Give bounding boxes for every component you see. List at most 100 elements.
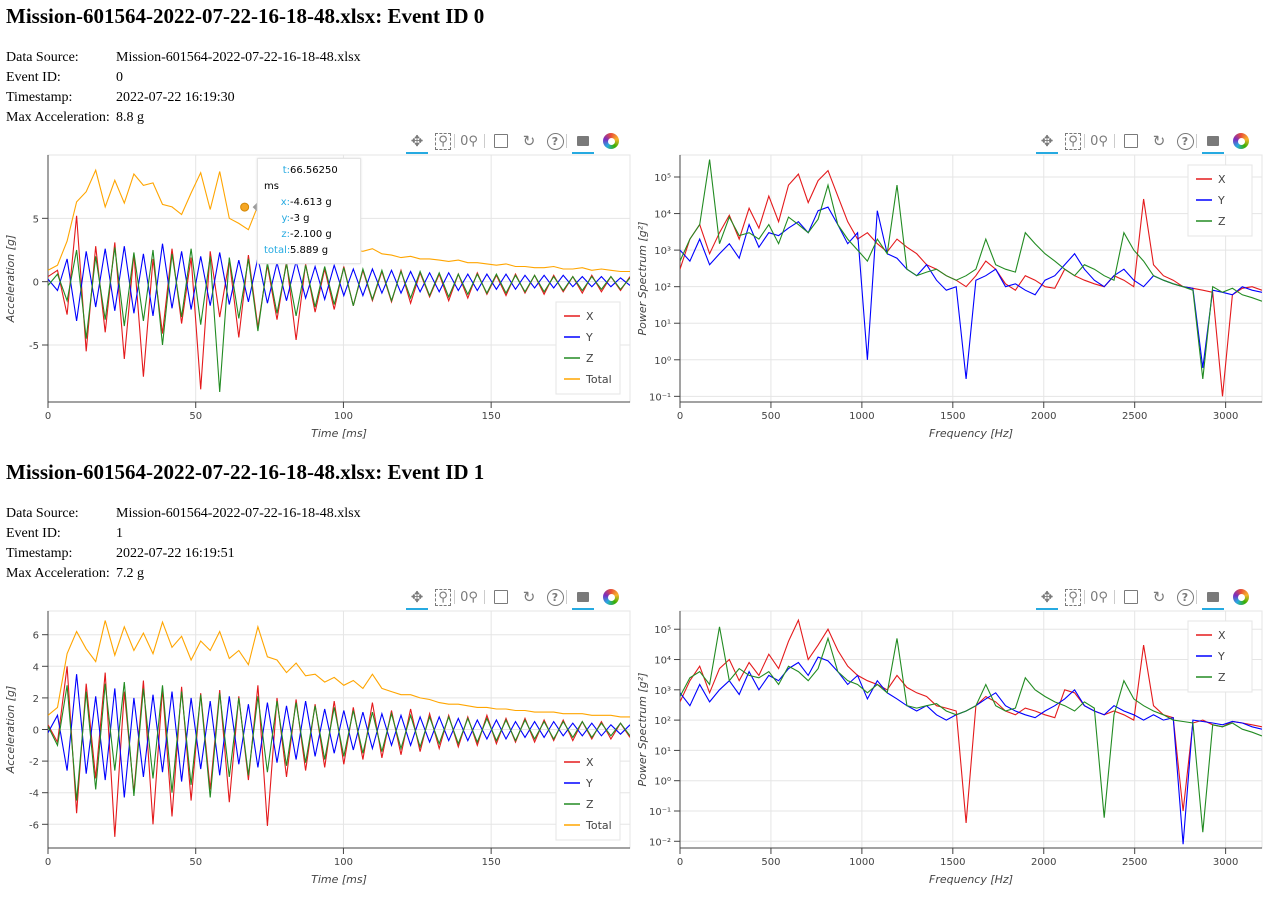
legend-label: Total: [585, 373, 612, 386]
y-tick-label: 10⁰: [654, 777, 671, 788]
toolbar-separator: [1114, 590, 1115, 604]
meta-value: 2022-07-22 16:19:51: [116, 546, 235, 561]
power-spectrum-chart[interactable]: 0 500 1000 1500 2000 2500 3000 10⁻² 10⁻¹ 10⁰ 10¹ 10…: [632, 606, 1272, 896]
x-tick-label: 50: [189, 857, 202, 868]
hover-icon[interactable]: [572, 130, 594, 154]
y-axis-label: Acceleration [g]: [4, 686, 17, 775]
toolbar-separator: [566, 590, 567, 604]
toolbar-separator: [484, 590, 485, 604]
legend-label: Z: [1218, 215, 1226, 228]
hover-icon[interactable]: [1202, 586, 1224, 610]
legend-label: Y: [585, 777, 593, 790]
x-tick-label: 2000: [1031, 411, 1056, 422]
wheel-zoom-icon[interactable]: 0⚲: [460, 133, 478, 149]
series-group: [48, 620, 630, 837]
y-tick-label: 10¹: [654, 746, 671, 757]
toolbar-separator: [454, 590, 455, 604]
toolbar-separator: [1114, 134, 1115, 148]
pan-icon[interactable]: ✥: [1036, 586, 1058, 610]
toolbar-separator: [1196, 134, 1197, 148]
meta-value: 0: [116, 70, 123, 85]
toolbar-separator: [566, 134, 567, 148]
meta-label: Timestamp:: [6, 90, 73, 105]
y-tick-label: 10⁻¹: [649, 807, 671, 818]
save-icon[interactable]: [490, 130, 512, 152]
wheel-zoom-icon[interactable]: 0⚲: [460, 589, 478, 605]
toolbar-separator: [484, 134, 485, 148]
hover-marker: [240, 202, 250, 212]
meta-label: Max Acceleration:: [6, 110, 110, 125]
hover-icon[interactable]: [572, 586, 594, 610]
event-metadata: Data Source: Mission-601564-2022-07-22-16…: [6, 48, 361, 128]
help-icon[interactable]: ?: [544, 130, 566, 152]
plot-area: [679, 610, 1263, 849]
plot-toolbar: ✥ ⚲ 0⚲ ↻?: [406, 130, 626, 154]
wheel-zoom-icon[interactable]: 0⚲: [1090, 133, 1108, 149]
legend-label: Y: [585, 331, 593, 344]
tooltip-value: -3 g: [290, 213, 310, 224]
series-line-z: [680, 159, 1262, 379]
plot-area: [679, 154, 1263, 403]
legend-label: X: [586, 756, 594, 769]
time-series-chart[interactable]: 0 50 100 150 -5 0 5 Time [ms] Acceleration [g] XY…: [0, 150, 640, 450]
x-tick-label: 500: [761, 857, 780, 868]
help-icon[interactable]: ?: [1174, 130, 1196, 152]
y-tick-label: 6: [33, 631, 39, 642]
x-tick-label: 100: [334, 411, 353, 422]
pan-icon[interactable]: ✥: [1036, 130, 1058, 154]
box-zoom-icon[interactable]: ⚲: [1062, 586, 1084, 608]
meta-value: 8.8 g: [116, 110, 144, 125]
reset-icon[interactable]: ↻: [522, 132, 536, 150]
y-tick-label: 10¹: [654, 319, 671, 330]
bokeh-logo-icon[interactable]: [1230, 586, 1252, 608]
legend-label: Y: [1217, 194, 1225, 207]
x-tick-label: 1000: [849, 411, 874, 422]
event-title: Mission-601564-2022-07-22-16-18-48.xlsx:…: [6, 4, 485, 28]
y-axis-label: Power Spectrum [g²]: [636, 222, 649, 336]
meta-label: Data Source:: [6, 50, 79, 65]
pan-icon[interactable]: ✥: [406, 586, 428, 610]
wheel-zoom-icon[interactable]: 0⚲: [1090, 589, 1108, 605]
y-tick-label: 10⁴: [654, 210, 671, 221]
y-axis-label: Acceleration [g]: [4, 235, 17, 324]
hover-icon[interactable]: [1202, 130, 1224, 154]
box-zoom-icon[interactable]: ⚲: [1062, 130, 1084, 152]
box-zoom-icon[interactable]: ⚲: [432, 586, 454, 608]
y-tick-label: -4: [29, 789, 39, 800]
x-tick-label: 500: [761, 411, 780, 422]
bokeh-logo-icon[interactable]: [600, 586, 622, 608]
time-series-chart[interactable]: 0 50 100 150 -6 -4 -2 0 2 4 6 Time [ms] Acceleration…: [0, 606, 640, 896]
x-tick-label: 0: [45, 411, 51, 422]
help-icon[interactable]: ?: [1174, 586, 1196, 608]
series-line-z: [680, 626, 1262, 833]
plot-toolbar: ✥ ⚲ 0⚲ ↻?: [1036, 130, 1256, 154]
legend-label: Z: [586, 352, 594, 365]
reset-icon[interactable]: ↻: [1152, 588, 1166, 606]
legend-label: X: [586, 310, 594, 323]
save-icon[interactable]: [1120, 586, 1142, 608]
reset-icon[interactable]: ↻: [1152, 132, 1166, 150]
y-tick-label: 10⁵: [654, 173, 671, 184]
toolbar-separator: [454, 134, 455, 148]
save-icon[interactable]: [490, 586, 512, 608]
bokeh-logo-icon[interactable]: [1230, 130, 1252, 152]
y-tick-label: 10⁰: [654, 356, 671, 367]
bokeh-logo-icon[interactable]: [600, 130, 622, 152]
help-icon[interactable]: ?: [544, 586, 566, 608]
tooltip-key: total:: [264, 245, 291, 256]
box-zoom-icon[interactable]: ⚲: [432, 130, 454, 152]
reset-icon[interactable]: ↻: [522, 588, 536, 606]
power-spectrum-chart[interactable]: 0 500 1000 1500 2000 2500 3000 10⁻¹ 10⁰ 10¹ 10² 10³…: [632, 150, 1272, 450]
save-icon[interactable]: [1120, 130, 1142, 152]
meta-value: Mission-601564-2022-07-22-16-18-48.xlsx: [116, 50, 361, 65]
toolbar-separator: [1084, 134, 1085, 148]
x-axis-label: Time [ms]: [311, 873, 367, 886]
y-tick-label: 10²: [654, 716, 671, 727]
meta-value: 1: [116, 526, 123, 541]
tooltip-value: -2.100 g: [290, 229, 332, 240]
pan-icon[interactable]: ✥: [406, 130, 428, 154]
y-tick-label: 10⁴: [654, 656, 671, 667]
series-group: [680, 618, 1262, 845]
x-tick-label: 100: [334, 857, 353, 868]
tooltip-key: y:: [281, 213, 290, 224]
